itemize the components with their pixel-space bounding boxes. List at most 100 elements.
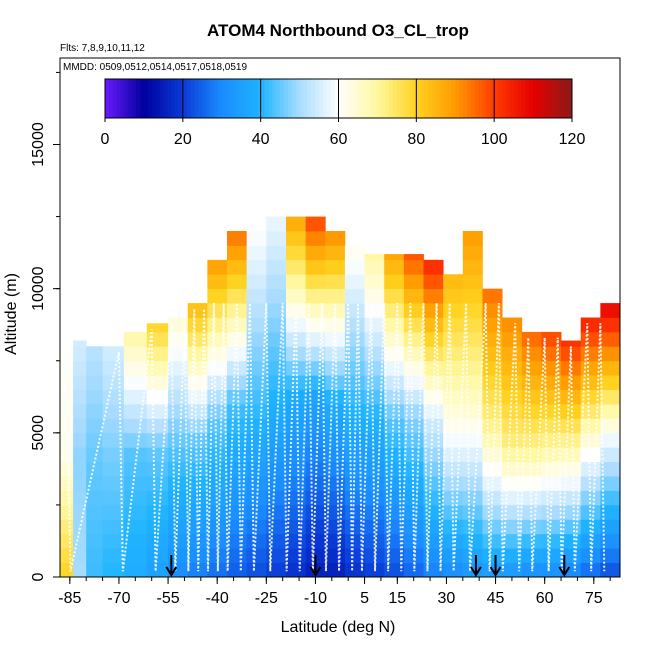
heatmap-cell bbox=[187, 418, 208, 434]
heatmap-cell bbox=[364, 317, 385, 333]
heatmap-cell bbox=[246, 461, 267, 477]
heatmap-cell bbox=[403, 461, 424, 477]
colorbar-swatch bbox=[365, 79, 371, 118]
colorbar-swatch bbox=[529, 79, 534, 118]
heatmap-cell bbox=[123, 404, 148, 419]
heatmap-cell bbox=[266, 504, 287, 520]
colorbar-swatch bbox=[241, 79, 246, 118]
colorbar-swatch bbox=[439, 79, 444, 118]
heatmap-cell bbox=[443, 331, 464, 347]
heatmap-cell bbox=[146, 331, 169, 347]
colorbar-swatch bbox=[322, 79, 328, 118]
heatmap-cell bbox=[266, 432, 287, 448]
heatmap-cell bbox=[227, 231, 248, 246]
colorbar-swatch bbox=[105, 79, 110, 118]
heatmap-cell bbox=[423, 331, 444, 347]
heatmap-cell bbox=[86, 519, 103, 535]
colorbar-swatch bbox=[167, 79, 172, 118]
colorbar-tick-label: 120 bbox=[559, 131, 586, 148]
heatmap-cell bbox=[246, 274, 267, 290]
colorbar: 0 20 40 60 80 100 120 bbox=[101, 78, 586, 148]
heatmap-cell bbox=[305, 432, 326, 448]
heatmap-cell bbox=[60, 375, 74, 390]
colorbar-swatch bbox=[210, 79, 215, 118]
heatmap-cell bbox=[60, 519, 74, 535]
heatmap-cell bbox=[384, 317, 405, 333]
heatmap-cell bbox=[168, 533, 189, 549]
heatmap-cell bbox=[227, 259, 248, 275]
colorbar-swatch bbox=[280, 79, 285, 118]
heatmap-cell bbox=[580, 331, 601, 347]
heatmap-cell bbox=[86, 461, 103, 477]
heatmap-cell bbox=[423, 432, 444, 448]
heatmap-cell bbox=[462, 245, 483, 261]
heatmap-cell bbox=[600, 375, 620, 390]
colorbar-swatch bbox=[357, 79, 363, 118]
colorbar-tick-label: 80 bbox=[407, 131, 425, 148]
colorbar-swatch bbox=[140, 79, 145, 118]
heatmap-cell bbox=[227, 418, 248, 434]
heatmap-cell bbox=[443, 519, 464, 535]
heatmap-cell bbox=[561, 418, 582, 434]
heatmap-cell bbox=[502, 317, 523, 333]
heatmap-cell bbox=[462, 404, 483, 419]
heatmap-cell bbox=[123, 504, 148, 520]
takeoff-arrow-head bbox=[470, 566, 482, 577]
heatmap-cell bbox=[521, 447, 542, 463]
heatmap-cell bbox=[423, 288, 444, 304]
heatmap-cell bbox=[60, 346, 74, 362]
heatmap-cell bbox=[403, 346, 424, 362]
heatmap-cell bbox=[146, 548, 169, 563]
heatmap-cell bbox=[123, 548, 148, 563]
heatmap-cell bbox=[102, 533, 125, 549]
colorbar-swatch bbox=[556, 79, 561, 118]
heatmap-cell bbox=[580, 447, 601, 463]
heatmap-cell bbox=[462, 418, 483, 434]
colorbar-swatch bbox=[478, 79, 483, 118]
heatmap-cell bbox=[168, 548, 189, 563]
heatmap-cell bbox=[207, 274, 228, 290]
colorbar-swatch bbox=[116, 79, 121, 118]
colorbar-swatch bbox=[221, 79, 227, 118]
heatmap-cell bbox=[285, 533, 307, 549]
heatmap-cell bbox=[403, 447, 424, 463]
colorbar-tick-label: 60 bbox=[330, 131, 348, 148]
heatmap-cell bbox=[600, 461, 620, 477]
heatmap-cell bbox=[600, 346, 620, 362]
heatmap-cell bbox=[305, 231, 326, 246]
takeoff-arrow-head bbox=[558, 566, 571, 577]
colorbar-swatch bbox=[501, 79, 507, 118]
heatmap-cell bbox=[146, 490, 169, 506]
x-tick-label: -85 bbox=[58, 590, 81, 607]
x-tick-label: 45 bbox=[487, 590, 505, 607]
heatmap-cell bbox=[443, 317, 464, 333]
heatmap-cell bbox=[403, 254, 424, 261]
heatmap-cell bbox=[123, 418, 148, 434]
heatmap-cell bbox=[482, 504, 503, 520]
heatmap-cell bbox=[123, 562, 148, 577]
heatmap-cell bbox=[305, 461, 326, 477]
colorbar-tick-label: 100 bbox=[481, 131, 508, 148]
heatmap-cell bbox=[266, 317, 287, 333]
heatmap-cell bbox=[580, 432, 601, 448]
heatmap-cell bbox=[207, 418, 228, 434]
heatmap-cell bbox=[73, 504, 87, 520]
x-tick-label: -70 bbox=[107, 590, 130, 607]
heatmap-cell bbox=[462, 490, 483, 506]
heatmap-cell bbox=[102, 432, 125, 448]
heatmap-cell bbox=[325, 476, 346, 491]
colorbar-swatch bbox=[311, 79, 316, 118]
heatmap-cell bbox=[123, 519, 148, 535]
heatmap-cell bbox=[423, 274, 444, 290]
heatmap-cell bbox=[227, 331, 248, 347]
heatmap-cell bbox=[561, 432, 582, 448]
heatmap-cell bbox=[364, 259, 385, 275]
heatmap-cell bbox=[86, 490, 103, 506]
heatmap-cell bbox=[266, 231, 287, 246]
colorbar-swatch bbox=[248, 79, 254, 118]
heatmap-cell bbox=[246, 533, 267, 549]
colorbar-swatch bbox=[299, 79, 304, 118]
heatmap-cell bbox=[600, 490, 620, 506]
heatmap-cell bbox=[86, 533, 103, 549]
heatmap-cell bbox=[344, 288, 365, 304]
